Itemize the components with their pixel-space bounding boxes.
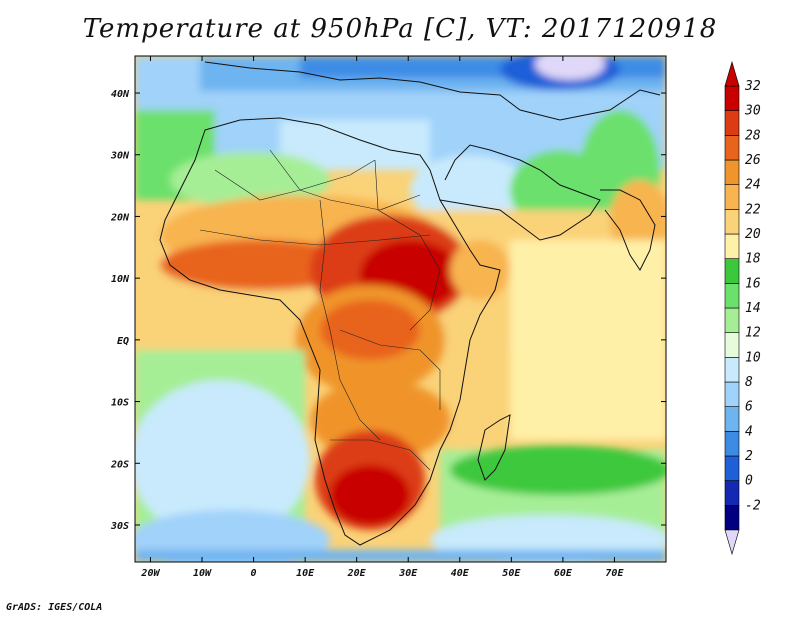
colorbar-label: -2 — [745, 498, 761, 513]
map-title: Temperature at 950hPa [C], VT: 201712091… — [82, 14, 718, 44]
colorbar-swatch — [724, 357, 740, 383]
lat-tick-label: 30S — [110, 521, 129, 532]
plot-frame — [134, 55, 667, 563]
coastlines — [159, 61, 661, 546]
colorbar-swatch — [724, 505, 740, 531]
colorbar-label: 28 — [745, 128, 761, 143]
colorbar-swatch — [724, 135, 740, 161]
temperature-field — [135, 56, 666, 562]
lat-tick-label: 10N — [111, 274, 130, 285]
colorbar-label: 10 — [745, 350, 761, 365]
lon-tick-label: 10W — [193, 568, 212, 579]
colorbar-swatch — [724, 110, 740, 136]
colorbar-label: 0 — [745, 474, 753, 489]
colorbar-swatch — [724, 233, 740, 259]
lon-tick-label: 20W — [140, 568, 160, 579]
colorbar-label: 32 — [744, 79, 761, 94]
lon-tick-label: 10E — [296, 568, 315, 579]
colorbar-label: 12 — [745, 326, 761, 341]
colorbar-swatch — [724, 307, 740, 333]
colorbar-label: 26 — [745, 153, 761, 168]
lon-tick-label: 70E — [605, 568, 624, 579]
lat-tick-label: 20N — [110, 212, 130, 223]
lat-tick-label: 10S — [111, 398, 129, 409]
lat-tick-label: 40N — [111, 89, 130, 100]
colorbar-label: 24 — [745, 178, 761, 193]
colorbar-swatch — [724, 406, 740, 432]
colorbar-swatch — [724, 381, 740, 407]
colorbar-label: 18 — [745, 252, 761, 267]
lat-tick-label: 30N — [110, 151, 130, 162]
lon-tick-label: 20E — [347, 568, 367, 579]
colorbar-swatch — [724, 283, 740, 309]
colorbar-swatch — [724, 258, 740, 284]
colorbar-high-arrow — [724, 60, 740, 87]
lon-tick-label: 50E — [502, 568, 521, 579]
colorbar-swatch — [724, 480, 740, 506]
lon-tick-label: 0 — [251, 568, 257, 579]
colorbar-swatch — [724, 332, 740, 358]
lat-tick-label: EQ — [117, 336, 129, 347]
colorbar-label: 14 — [745, 301, 761, 316]
colorbar-swatch — [724, 159, 740, 185]
colorbar-label: 30 — [744, 104, 761, 119]
colorbar-label: 20 — [745, 227, 761, 242]
latitude-axis: 40N 30N 20N 10N EQ 10S 20S 30S — [110, 89, 666, 532]
footer-credit: GrADS: IGES/COLA — [6, 602, 103, 613]
colorbar-swatch — [724, 455, 740, 481]
colorbar-label: 6 — [745, 400, 753, 415]
colorbar-swatch — [724, 85, 740, 111]
lon-tick-label: 30E — [398, 568, 418, 579]
lon-tick-label: 40E — [451, 568, 470, 579]
colorbar-swatch — [724, 209, 740, 235]
colorbar-label: 22 — [745, 202, 761, 217]
colorbar-label: 4 — [745, 424, 753, 439]
colorbar-swatch — [724, 184, 740, 210]
colorbar-label: 8 — [745, 375, 753, 390]
lat-tick-label: 20S — [110, 459, 129, 470]
country-borders — [199, 149, 441, 471]
colorbar-label: 16 — [745, 276, 761, 291]
colorbar-swatch — [724, 431, 740, 457]
colorbar-label: 2 — [745, 449, 753, 464]
colorbar-low-arrow — [724, 529, 740, 556]
lon-tick-label: 60E — [554, 568, 573, 579]
longitude-axis: 20W 10W 0 10E 20E 30E 40E 50E 60E 70E — [140, 56, 624, 579]
